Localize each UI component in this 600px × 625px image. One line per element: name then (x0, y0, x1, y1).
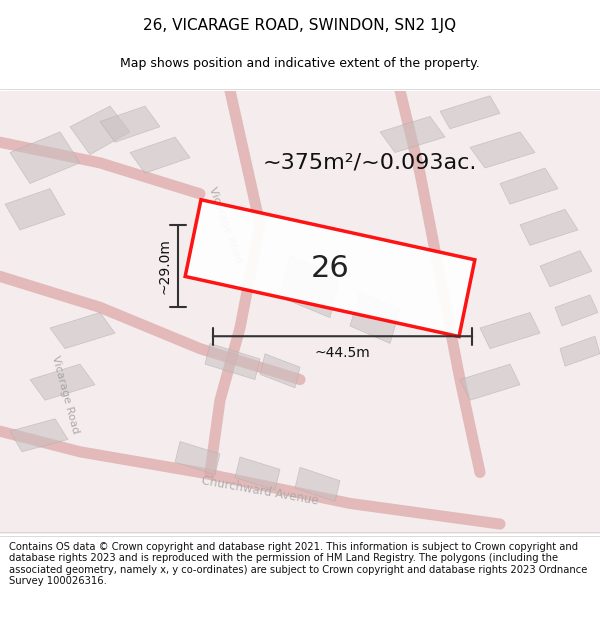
Polygon shape (560, 336, 600, 366)
Text: ~44.5m: ~44.5m (314, 346, 370, 360)
Polygon shape (520, 209, 578, 246)
Polygon shape (50, 312, 115, 349)
Polygon shape (185, 200, 475, 336)
Polygon shape (380, 116, 445, 152)
Polygon shape (130, 137, 190, 173)
Polygon shape (70, 106, 130, 154)
Text: Vicarage Road: Vicarage Road (206, 185, 244, 264)
Polygon shape (440, 96, 500, 129)
Text: ~29.0m: ~29.0m (157, 238, 171, 294)
Polygon shape (235, 457, 280, 490)
Polygon shape (30, 364, 95, 400)
Polygon shape (5, 189, 65, 230)
Polygon shape (100, 106, 160, 142)
Polygon shape (470, 132, 535, 168)
Polygon shape (540, 251, 592, 287)
Text: Contains OS data © Crown copyright and database right 2021. This information is : Contains OS data © Crown copyright and d… (9, 542, 587, 586)
Text: ~375m²/~0.093ac.: ~375m²/~0.093ac. (263, 153, 477, 173)
Text: 26: 26 (311, 254, 349, 282)
Polygon shape (480, 312, 540, 349)
Polygon shape (555, 295, 598, 326)
Polygon shape (280, 256, 340, 318)
Text: Map shows position and indicative extent of the property.: Map shows position and indicative extent… (120, 57, 480, 70)
Text: Vicarage Road: Vicarage Road (50, 355, 80, 435)
Polygon shape (10, 419, 68, 452)
Polygon shape (295, 468, 340, 501)
Polygon shape (175, 441, 220, 474)
Text: Churchward Avenue: Churchward Avenue (200, 474, 319, 508)
Polygon shape (460, 364, 520, 400)
Polygon shape (350, 292, 400, 344)
Text: 26, VICARAGE ROAD, SWINDON, SN2 1JQ: 26, VICARAGE ROAD, SWINDON, SN2 1JQ (143, 18, 457, 33)
Polygon shape (10, 132, 80, 184)
Polygon shape (260, 354, 300, 388)
Polygon shape (500, 168, 558, 204)
Polygon shape (205, 344, 260, 379)
